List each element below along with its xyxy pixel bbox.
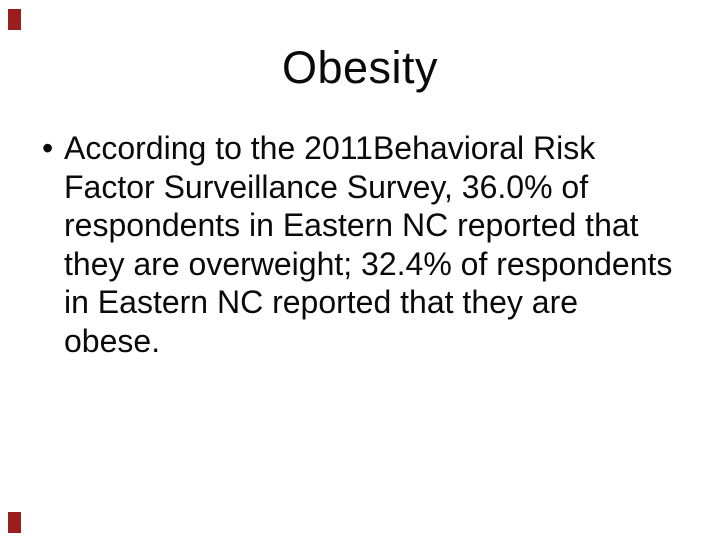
corner-accent-top-left xyxy=(8,9,21,30)
body-text-line: in Eastern NC reported that they are xyxy=(64,284,579,320)
corner-accent-bottom-left xyxy=(8,512,21,533)
bullet-icon: • xyxy=(42,130,54,166)
bullet-item-line: they are overweight; 32.4% of respondent… xyxy=(0,245,720,284)
body-text-line: they are overweight; 32.4% of respondent… xyxy=(64,245,673,282)
bullet-item-line: respondents in Eastern NC reported that xyxy=(0,206,720,245)
slide-body: • According to the 2011Behavioral Risk Fa… xyxy=(0,129,720,360)
bullet-item-line: in Eastern NC reported that they are xyxy=(0,283,720,322)
body-text-line: obese. xyxy=(64,322,161,359)
bullet-item-line: obese. xyxy=(0,322,720,361)
body-text-line: According to the 2011Behavioral Risk xyxy=(64,130,596,166)
slide-title: Obesity xyxy=(281,42,439,93)
bullet-item-line: • According to the 2011Behavioral Risk xyxy=(0,129,720,168)
body-text-line: respondents in Eastern NC reported that xyxy=(64,207,639,243)
bullet-item-line: Factor Surveillance Survey, 36.0% of xyxy=(0,168,720,207)
body-text-line: Factor Surveillance Survey, 36.0% of xyxy=(64,168,589,205)
